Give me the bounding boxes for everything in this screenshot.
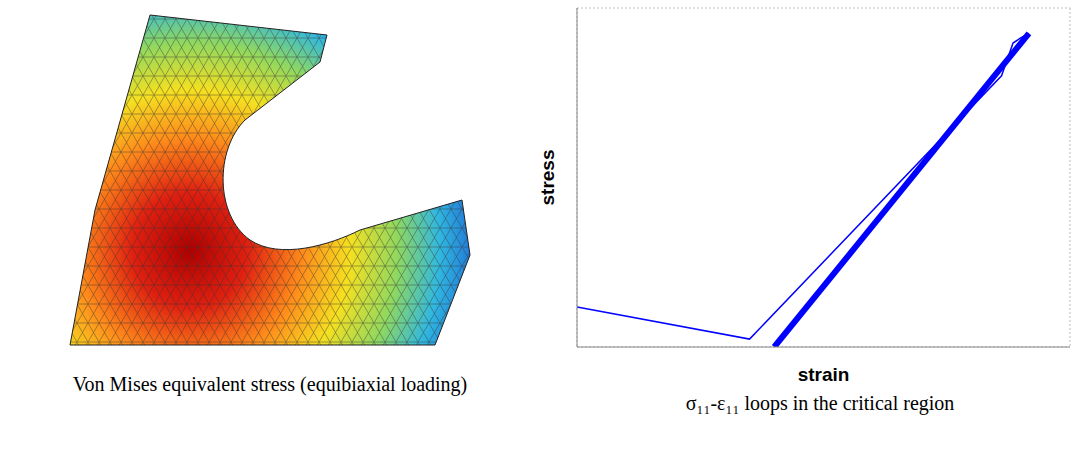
svg-text:stress: stress — [537, 150, 558, 206]
html-text:σ₁₁-ε₁₁ loops in the critical: σ₁₁-ε₁₁ loops in the critical region — [685, 392, 955, 414]
html-text:Von Mises equivalent stress (e: Von Mises equivalent stress (equibiaxial… — [72, 373, 468, 395]
svg-text:strain: strain — [798, 364, 850, 385]
